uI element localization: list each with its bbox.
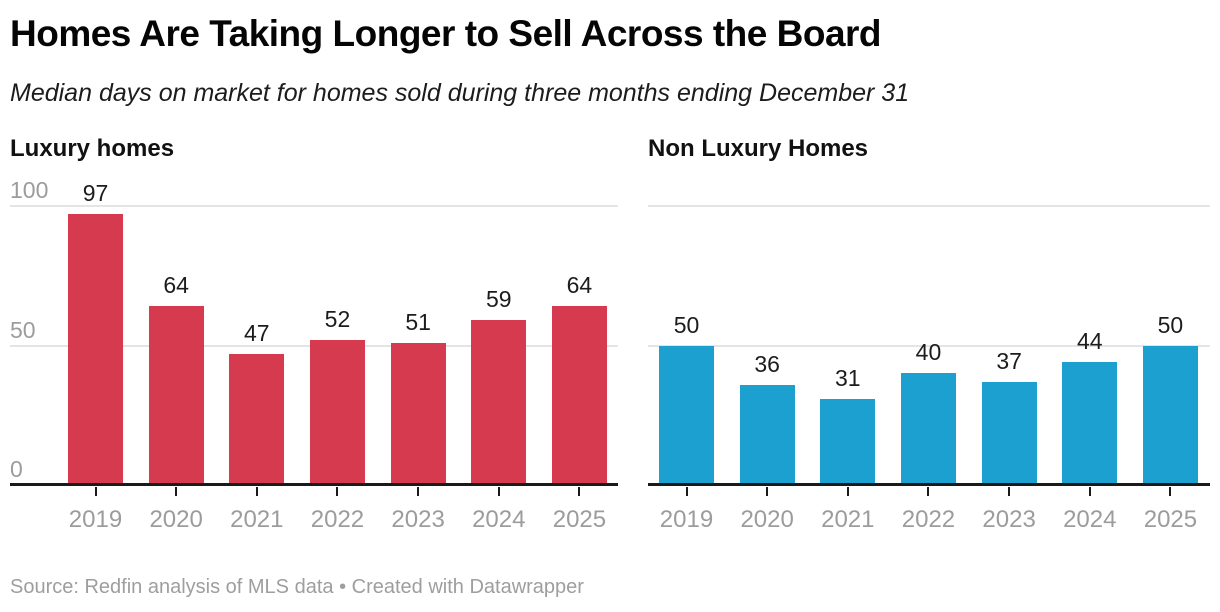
x-axis-tick xyxy=(927,487,930,496)
y-axis-label: 50 xyxy=(10,316,36,343)
x-axis-label: 2022 xyxy=(310,506,365,533)
luxury-homes-panel: Luxury homes 0 50 100 97 2019 64 2020 47 2021 52… xyxy=(10,134,618,554)
bars-group: 97 2019 64 2020 47 2021 52 2022 51 2023 59 2024 64 20… xyxy=(68,182,607,532)
bar-slot: 52 2022 xyxy=(309,206,365,532)
x-axis-tick xyxy=(1169,487,1172,496)
bar xyxy=(471,320,527,485)
bar xyxy=(981,381,1037,485)
chart-subtitle: Median days on market for homes sold dur… xyxy=(10,79,910,107)
x-axis-tick xyxy=(336,487,339,496)
bar xyxy=(1142,345,1198,485)
x-axis-label: 2019 xyxy=(659,506,714,533)
bar-value-label: 36 xyxy=(754,350,780,377)
source-note: Source: Redfin analysis of MLS data • Cr… xyxy=(10,576,584,598)
bar-value-label: 64 xyxy=(163,272,189,299)
panel-title: Luxury homes xyxy=(10,135,175,162)
x-axis-label: 2019 xyxy=(68,506,123,533)
bar xyxy=(659,345,714,485)
gridline xyxy=(10,205,618,207)
x-axis-baseline xyxy=(648,483,1210,486)
bar-value-label: 31 xyxy=(835,364,861,391)
bar-value-label: 52 xyxy=(324,305,351,332)
bar-value-label: 59 xyxy=(485,286,512,313)
bar xyxy=(229,353,285,485)
bar-slot: 40 2022 xyxy=(900,206,956,532)
non-luxury-homes-panel: Non Luxury Homes 50 2019 36 2020 31 2021 40 202… xyxy=(648,134,1210,554)
x-axis-label: 2023 xyxy=(982,506,1036,533)
x-axis-tick xyxy=(175,487,178,496)
bar-slot: 50 2025 xyxy=(1142,206,1198,532)
x-axis-tick xyxy=(578,487,581,496)
x-axis-label: 2024 xyxy=(472,506,526,533)
bar-value-label: 50 xyxy=(1157,311,1184,338)
bar xyxy=(309,339,365,485)
bar xyxy=(1062,362,1118,485)
x-axis-baseline xyxy=(10,483,618,486)
chart-title: Homes Are Taking Longer to Sell Across t… xyxy=(10,13,882,54)
x-axis-tick xyxy=(1088,487,1091,496)
x-axis-tick xyxy=(255,487,258,496)
bar xyxy=(900,373,956,485)
plot-area: 0 50 100 97 2019 64 2020 47 2021 52 2022 51 2023 59 2… xyxy=(10,179,618,532)
bar-value-label: 47 xyxy=(244,319,270,346)
bar xyxy=(820,398,876,485)
x-axis-label: 2020 xyxy=(149,506,203,533)
bar-value-label: 64 xyxy=(566,272,593,299)
bar xyxy=(68,214,123,485)
bar-slot: 37 2023 xyxy=(981,206,1037,532)
bar xyxy=(551,306,607,485)
plot-area: 50 2019 36 2020 31 2021 40 2022 37 2023 44 2024 50 20… xyxy=(648,205,1210,532)
gridline xyxy=(648,205,1210,207)
bar-slot: 51 2023 xyxy=(390,206,446,532)
bar-slot: 31 2021 xyxy=(820,206,876,532)
gridline xyxy=(648,344,1210,347)
x-axis-label: 2022 xyxy=(901,506,956,533)
bar-value-label: 97 xyxy=(82,180,109,207)
bar-slot: 36 2020 xyxy=(739,206,795,532)
bar xyxy=(148,306,204,485)
x-axis-tick xyxy=(94,487,97,496)
x-axis-tick xyxy=(417,487,420,496)
x-axis-label: 2025 xyxy=(552,506,607,533)
bar xyxy=(739,384,795,485)
x-axis-label: 2021 xyxy=(230,506,284,533)
bar-slot: 59 2024 xyxy=(471,206,527,532)
bar-slot: 47 2021 xyxy=(229,206,285,532)
bar-slot: 44 2024 xyxy=(1062,206,1118,532)
bar-value-label: 44 xyxy=(1076,328,1103,355)
x-axis-label: 2021 xyxy=(821,506,875,533)
bar-slot: 50 2019 xyxy=(659,206,714,532)
bar-slot: 64 2020 xyxy=(148,206,204,532)
x-axis-label: 2023 xyxy=(391,506,445,533)
x-axis-tick xyxy=(497,487,500,496)
bar xyxy=(390,342,446,485)
x-axis-label: 2020 xyxy=(740,506,794,533)
x-axis-label: 2024 xyxy=(1063,506,1117,533)
x-axis-tick xyxy=(766,487,769,496)
bar-value-label: 37 xyxy=(996,347,1022,374)
bar-slot: 97 2019 xyxy=(68,182,123,532)
bar-slot: 64 2025 xyxy=(551,206,607,532)
bars-group: 50 2019 36 2020 31 2021 40 2022 37 2023 44 2024 50 20… xyxy=(659,206,1198,532)
bar-value-label: 40 xyxy=(915,339,942,366)
x-axis-tick xyxy=(846,487,849,496)
x-axis-tick xyxy=(685,487,688,496)
x-axis-tick xyxy=(1008,487,1011,496)
y-axis-label: 100 xyxy=(10,177,49,203)
bar-value-label: 51 xyxy=(405,308,431,335)
y-axis-label: 0 xyxy=(10,456,23,482)
bar-value-label: 50 xyxy=(673,311,700,338)
panel-title: Non Luxury Homes xyxy=(648,135,869,162)
x-axis-label: 2025 xyxy=(1143,506,1198,533)
